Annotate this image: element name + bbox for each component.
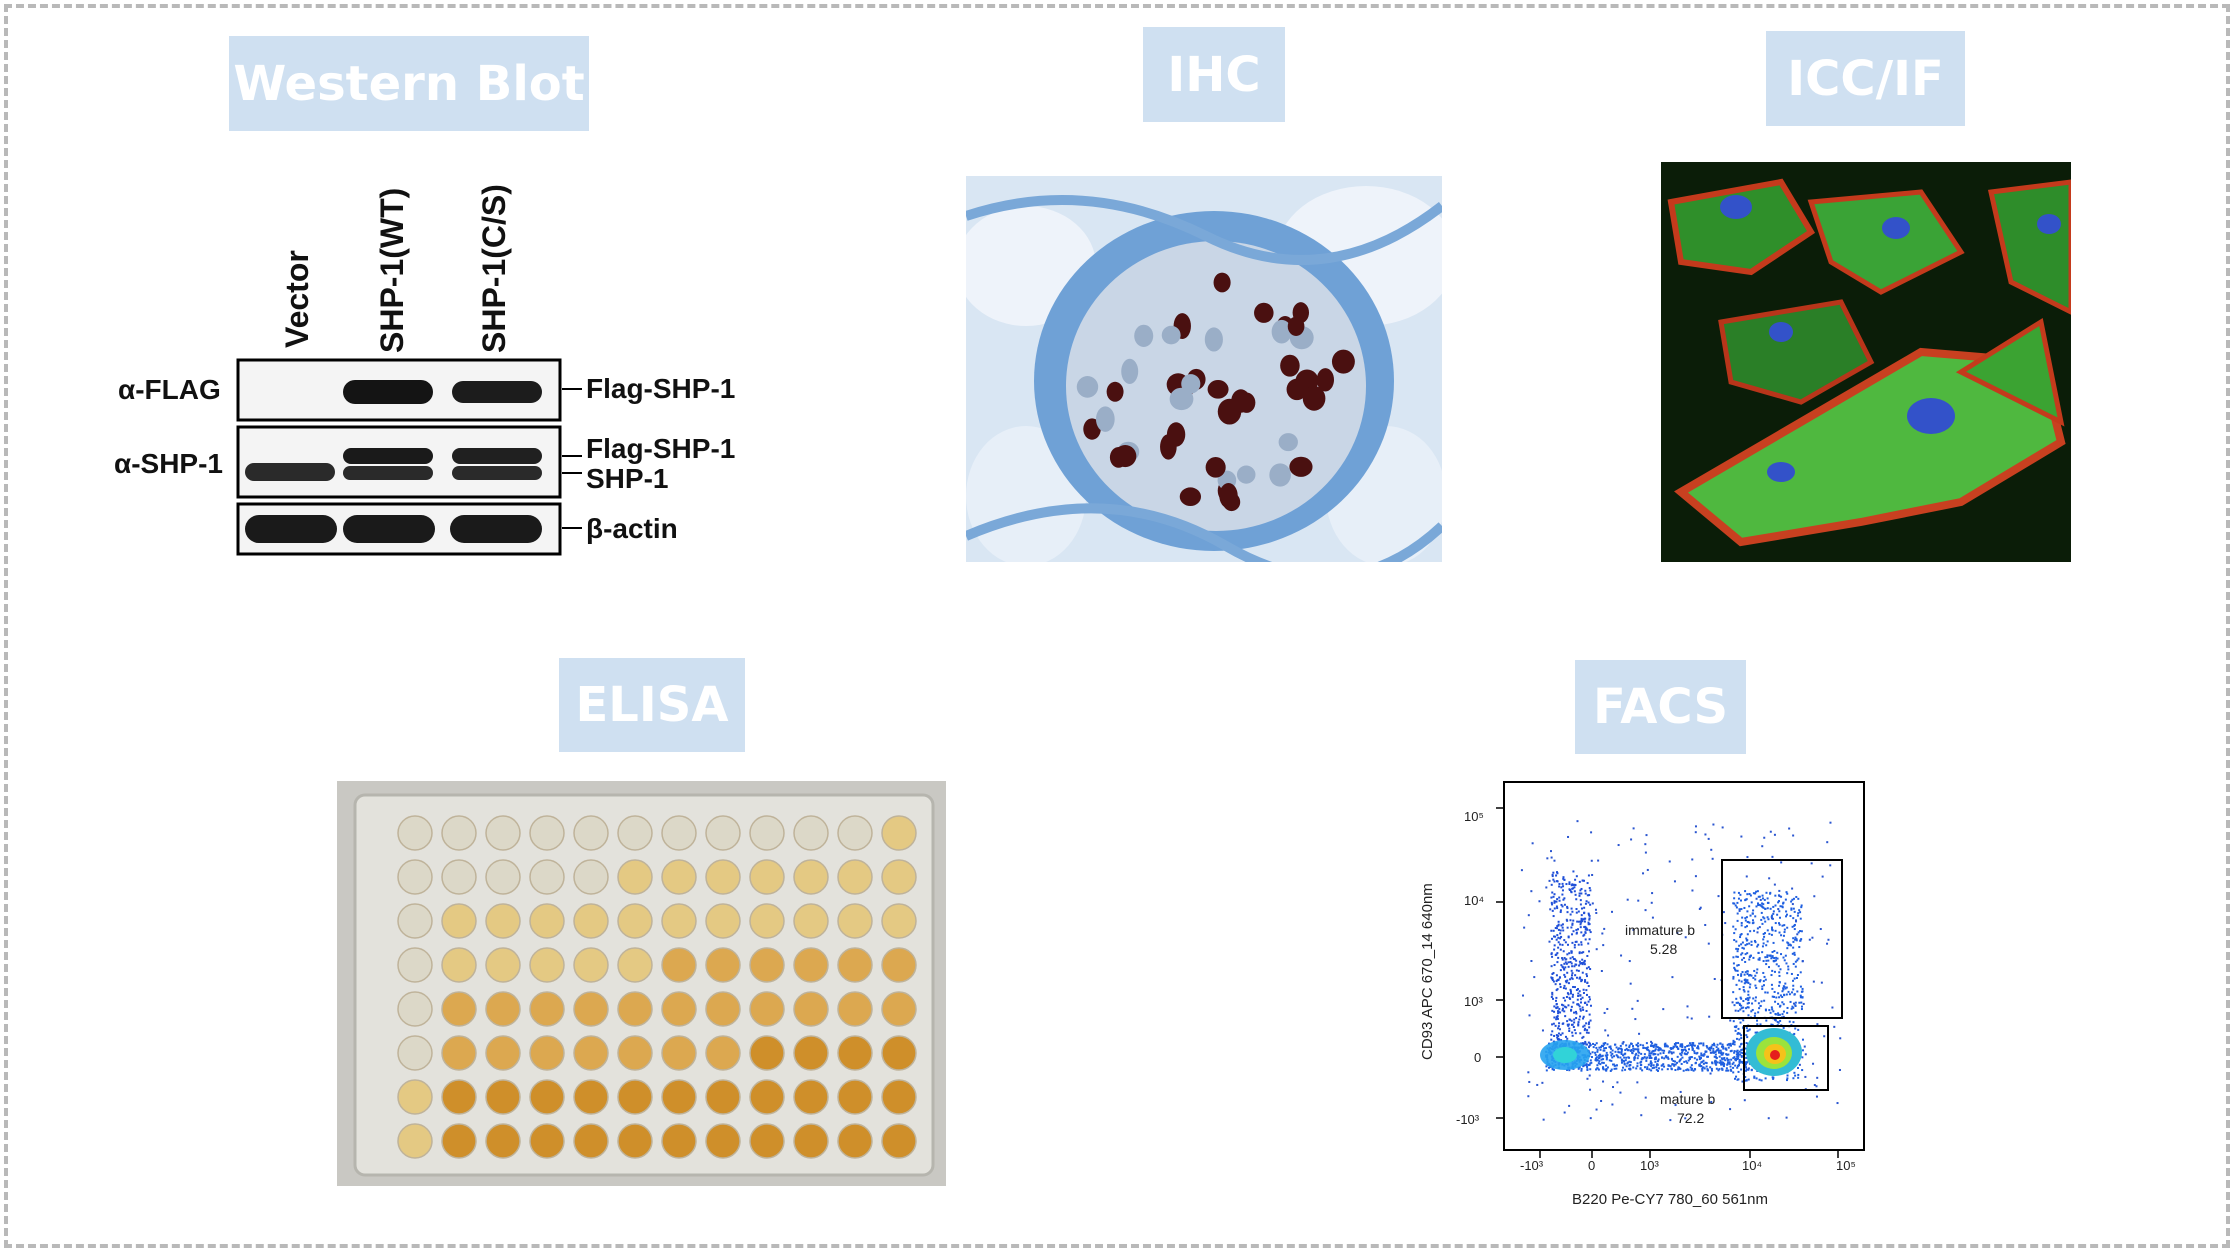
lane-label-shp1-cs: SHP-1(C/S): [476, 184, 512, 353]
gate-label-mature: mature b: [1660, 1091, 1715, 1107]
ihc-image: [966, 176, 1442, 562]
band-flag-cs: [452, 381, 542, 403]
x-tick-neg1e3: -10³: [1520, 1158, 1544, 1173]
x-tick-1e5: 10⁵: [1836, 1158, 1856, 1173]
gate-value-immature: 5.28: [1650, 941, 1677, 957]
elisa-badge: ELISA: [559, 658, 745, 752]
band-label-shp1: SHP-1: [586, 463, 668, 494]
x-tick-0: 0: [1588, 1158, 1595, 1173]
facs-plot: immature b 5.28 mature b 72.2 10⁵ 10⁴ 10…: [1419, 781, 1865, 1208]
gate-mature-b: [1743, 1025, 1829, 1091]
band-label-flag-shp1-2: Flag-SHP-1: [586, 433, 735, 464]
band-shp1-cs: [452, 466, 542, 480]
band-flagshp1-wt: [343, 448, 433, 464]
band-flag-wt: [343, 380, 433, 404]
x-tick-1e4: 10⁴: [1742, 1158, 1762, 1173]
lane-label-vector: Vector: [279, 250, 315, 348]
y-tick-neg1e3: -10³: [1456, 1112, 1480, 1127]
y-tick-1e4: 10⁴: [1464, 893, 1484, 908]
band-actin-cs: [450, 515, 542, 543]
gate-value-mature: 72.2: [1677, 1110, 1704, 1126]
x-axis-label: B220 Pe-CY7 780_60 561nm: [1572, 1191, 1768, 1208]
western-blot-badge: Western Blot: [229, 36, 589, 131]
y-axis-label: CD93 APC 670_14 640nm: [1419, 883, 1436, 1060]
y-tick-1e3: 10³: [1464, 994, 1483, 1009]
y-tick-0: 0: [1474, 1050, 1481, 1065]
row-label-flag: α-FLAG: [118, 374, 221, 405]
band-label-flag-shp1: Flag-SHP-1: [586, 373, 735, 404]
band-flagshp1-cs: [452, 448, 542, 464]
y-tick-1e5: 10⁵: [1464, 809, 1484, 824]
lane-label-shp1-wt: SHP-1(WT): [374, 188, 410, 353]
gate-label-immature: immature b: [1625, 922, 1695, 938]
icc-if-image: [1661, 162, 2071, 562]
western-blot-figure: Vector SHP-1(WT) SHP-1(C/S) α-FLAG Flag-…: [114, 184, 735, 556]
band-label-actin: β-actin: [586, 513, 678, 544]
gate-immature-b: [1721, 859, 1843, 1019]
band-actin-wt: [343, 515, 435, 543]
x-tick-1e3: 10³: [1640, 1158, 1659, 1173]
band-shp1-vector: [245, 463, 335, 481]
ihc-badge: IHC: [1143, 27, 1285, 122]
icc-if-badge: ICC/IF: [1766, 31, 1965, 126]
dashed-frame: [4, 4, 2230, 1248]
elisa-plate-image: [337, 781, 946, 1186]
band-actin-vector: [245, 515, 337, 543]
band-shp1-wt: [343, 466, 433, 480]
row-label-shp1: α-SHP-1: [114, 448, 223, 479]
facs-badge: FACS: [1575, 660, 1746, 754]
